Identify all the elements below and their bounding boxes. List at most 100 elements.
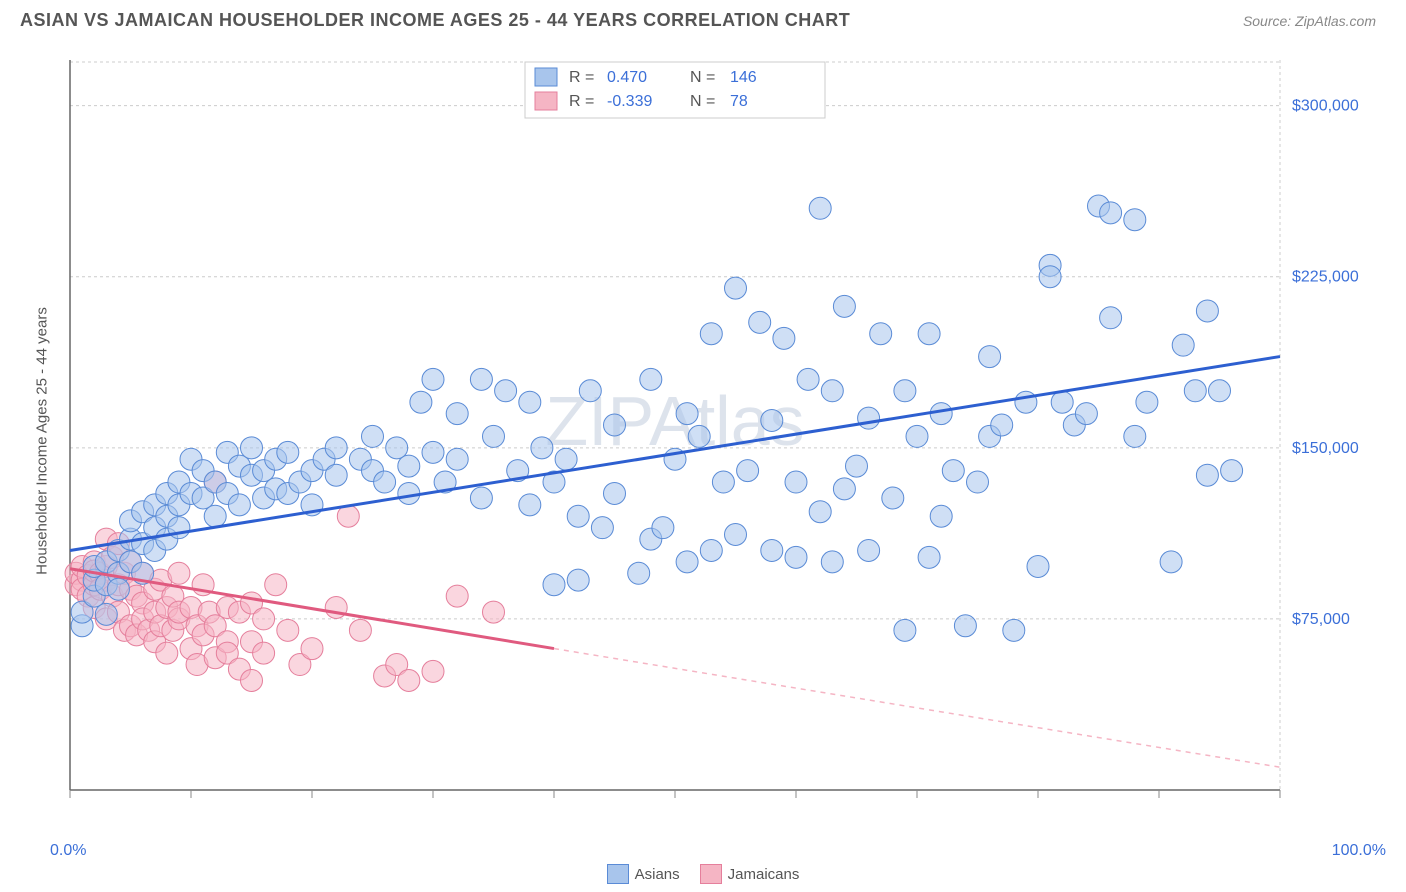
point-asian [1160,551,1182,573]
stats-r-value: 0.470 [607,69,647,86]
point-asian [809,197,831,219]
x-axis-end-labels: 0.0% 100.0% [50,842,1386,860]
stats-r-value: -0.339 [607,93,652,110]
point-asian [737,460,759,482]
scatter-chart: $75,000$150,000$225,000$300,000ZIPAtlasR… [50,50,1370,820]
point-jamaican [422,660,444,682]
point-asian [531,437,553,459]
point-asian [870,323,892,345]
point-asian [833,295,855,317]
point-asian [95,603,117,625]
stats-r-label: R = [569,69,594,86]
stats-r-label: R = [569,93,594,110]
point-asian [374,471,396,493]
stats-n-value: 146 [730,69,757,86]
point-asian [446,448,468,470]
point-asian [325,437,347,459]
point-jamaican [446,585,468,607]
point-asian [604,482,626,504]
point-asian [470,487,492,509]
point-asian [1100,202,1122,224]
point-asian [567,505,589,527]
stats-n-label: N = [690,69,715,86]
point-asian [483,425,505,447]
point-asian [725,277,747,299]
point-jamaican [301,638,323,660]
point-asian [821,551,843,573]
point-asian [1196,464,1218,486]
point-asian [1184,380,1206,402]
point-asian [761,409,783,431]
legend-label-asian: Asians [635,866,680,883]
point-asian [470,368,492,390]
point-asian [676,403,698,425]
point-jamaican [349,619,371,641]
point-asian [676,551,698,573]
point-asian [979,346,1001,368]
point-asian [495,380,517,402]
point-asian [1209,380,1231,402]
point-asian [858,407,880,429]
point-asian [712,471,734,493]
point-asian [604,414,626,436]
point-asian [652,517,674,539]
point-asian [954,615,976,637]
point-asian [519,391,541,413]
point-asian [410,391,432,413]
legend-swatch-asian [607,864,629,884]
point-jamaican [253,642,275,664]
point-asian [543,574,565,596]
point-asian [846,455,868,477]
x-max-label: 100.0% [1332,842,1386,860]
point-asian [858,539,880,561]
chart-container: Householder Income Ages 25 - 44 years $7… [50,50,1386,832]
point-asian [991,414,1013,436]
point-asian [1075,403,1097,425]
legend-label-jam: Jamaicans [728,866,800,883]
point-jamaican [265,574,287,596]
point-asian [519,494,541,516]
point-asian [107,578,129,600]
point-jamaican [168,562,190,584]
point-asian [422,441,444,463]
point-asian [700,539,722,561]
legend-item-jamaicans: Jamaicans [700,864,800,884]
point-asian [1015,391,1037,413]
point-jamaican [277,619,299,641]
y-tick-label: $300,000 [1292,98,1359,115]
point-asian [325,464,347,486]
chart-title: ASIAN VS JAMAICAN HOUSEHOLDER INCOME AGE… [20,10,850,31]
point-asian [1039,266,1061,288]
point-asian [942,460,964,482]
stats-n-label: N = [690,93,715,110]
y-axis-label: Householder Income Ages 25 - 44 years [34,307,51,575]
point-asian [446,403,468,425]
point-asian [555,448,577,470]
point-asian [894,619,916,641]
stats-n-value: 78 [730,93,748,110]
chart-header: ASIAN VS JAMAICAN HOUSEHOLDER INCOME AGE… [0,0,1406,41]
point-asian [422,368,444,390]
point-asian [761,539,783,561]
point-asian [591,517,613,539]
point-asian [918,323,940,345]
point-asian [833,478,855,500]
point-asian [894,380,916,402]
point-asian [579,380,601,402]
point-asian [882,487,904,509]
point-jamaican [241,670,263,692]
point-asian [749,311,771,333]
point-jamaican [483,601,505,623]
trendline-jamaican-extrapolated [554,649,1280,768]
y-tick-label: $150,000 [1292,440,1359,457]
x-min-label: 0.0% [50,842,86,860]
point-asian [1051,391,1073,413]
point-jamaican [253,608,275,630]
point-asian [1172,334,1194,356]
point-asian [797,368,819,390]
point-asian [241,437,263,459]
point-asian [1027,555,1049,577]
point-asian [640,368,662,390]
point-asian [785,546,807,568]
stats-swatch [535,92,557,110]
